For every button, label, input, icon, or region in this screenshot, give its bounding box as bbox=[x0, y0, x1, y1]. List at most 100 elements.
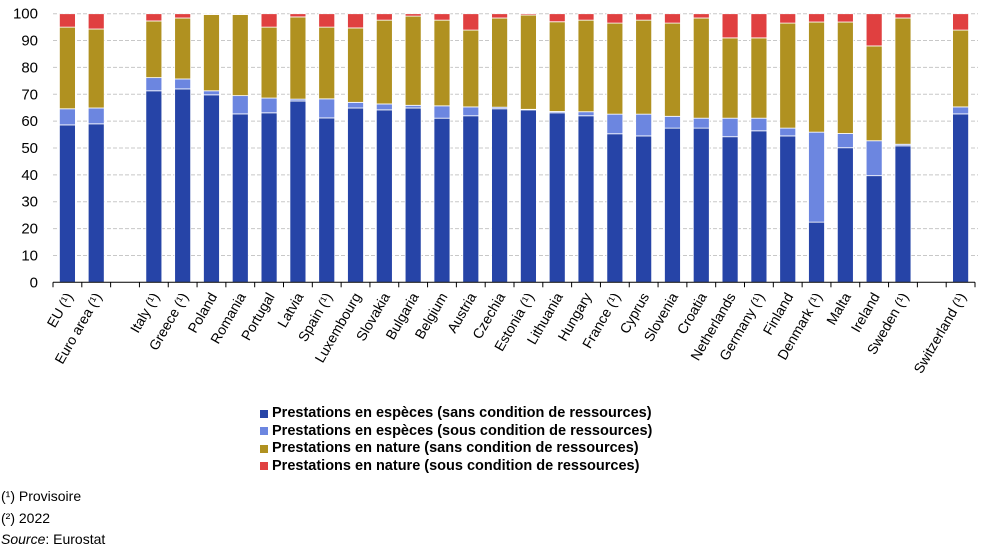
bar-segment bbox=[462, 13, 480, 31]
bar-segment bbox=[721, 136, 739, 283]
bar-segment bbox=[548, 13, 566, 23]
bar-stack bbox=[750, 13, 768, 283]
source-value: : Eurostat bbox=[45, 531, 106, 547]
bar-segment bbox=[865, 13, 883, 47]
bar-stack bbox=[779, 13, 797, 283]
bar-segment bbox=[433, 13, 451, 21]
bar-segment bbox=[635, 19, 653, 115]
bar-segment bbox=[779, 135, 797, 283]
bar-segment bbox=[59, 124, 76, 283]
bar-segment bbox=[347, 27, 364, 103]
bar-segment bbox=[203, 13, 220, 15]
bar-segment bbox=[491, 17, 508, 108]
footnote-provisional: (¹) Provisoire bbox=[1, 488, 82, 504]
bar-stack bbox=[721, 13, 739, 283]
bar-segment bbox=[404, 104, 422, 109]
bar-stack bbox=[203, 13, 220, 283]
bar-segment bbox=[664, 13, 681, 24]
bar-segment bbox=[231, 14, 249, 97]
legend-label: Prestations en nature (sans condition de… bbox=[272, 440, 639, 456]
bar-segment bbox=[606, 113, 624, 135]
bar-segment bbox=[462, 106, 480, 117]
bar-segment bbox=[808, 13, 825, 23]
bar-segment bbox=[347, 13, 364, 29]
bar-segment bbox=[692, 17, 710, 119]
bar-stack bbox=[404, 13, 422, 283]
bar-segment bbox=[375, 109, 393, 283]
bar-segment bbox=[87, 123, 105, 283]
bar-segment bbox=[635, 13, 653, 21]
legend-label: Prestations en espèces (sans condition d… bbox=[272, 405, 652, 421]
bar-segment bbox=[404, 15, 422, 106]
x-axis: EU (¹)Euro area (¹) Italy (¹)Greece (¹)Po… bbox=[43, 281, 976, 376]
bar-segment bbox=[750, 117, 768, 132]
bar-segment bbox=[260, 97, 278, 114]
bar-segment bbox=[664, 115, 681, 129]
bar-segment bbox=[577, 111, 595, 117]
bar-segment bbox=[231, 13, 249, 15]
bar-segment bbox=[203, 90, 220, 96]
bar-stack bbox=[577, 13, 595, 283]
legend-item-cash-means-tested: Prestations en espèces (sous condition d… bbox=[260, 423, 652, 441]
bar-stack bbox=[318, 13, 336, 283]
bar-stack bbox=[289, 13, 307, 283]
bar-segment bbox=[606, 13, 624, 24]
bar-segment bbox=[836, 21, 854, 134]
footnotes: (¹) Provisoire (²) 2022 Source: Eurostat bbox=[1, 486, 105, 551]
bar-stack bbox=[836, 13, 854, 283]
bar-segment bbox=[606, 133, 624, 283]
bar-segment bbox=[635, 135, 653, 283]
bar-stack bbox=[87, 13, 105, 283]
bar-segment bbox=[750, 130, 768, 283]
legend-swatch-icon bbox=[260, 444, 268, 453]
bar-segment bbox=[836, 147, 854, 283]
bar-segment bbox=[692, 117, 710, 129]
bar-segment bbox=[433, 117, 451, 283]
bar-segment bbox=[318, 26, 336, 100]
bar-segment bbox=[808, 21, 825, 133]
bar-segment bbox=[404, 107, 422, 283]
y-tick-label: 0 bbox=[30, 274, 38, 291]
legend-item-kind-means-tested: Prestations en nature (sous condition de… bbox=[260, 458, 652, 476]
legend-label: Prestations en espèces (sous condition d… bbox=[272, 422, 653, 439]
bar-segment bbox=[721, 117, 739, 138]
bar-segment bbox=[750, 37, 768, 119]
bar-stack bbox=[952, 13, 969, 283]
bar-segment bbox=[145, 77, 163, 92]
bar-segment bbox=[894, 17, 912, 145]
bar-segment bbox=[664, 127, 681, 283]
bar-stack bbox=[174, 13, 192, 283]
bar-segment bbox=[203, 94, 220, 283]
bar-segment bbox=[836, 13, 854, 23]
y-tick-label: 60 bbox=[21, 113, 38, 130]
bar-stack bbox=[808, 13, 825, 283]
bar-segment bbox=[174, 78, 192, 90]
bar-stack bbox=[375, 13, 393, 283]
bar-stack bbox=[433, 13, 451, 283]
bar-stack bbox=[664, 13, 681, 283]
bar-segment bbox=[87, 13, 105, 30]
stacked-bar-chart: 0 10 20 30 40 50 60 70 80 90 100 EU (¹)Euro area (… bbox=[13, 6, 978, 376]
bar-stack bbox=[548, 13, 566, 283]
y-tick-label: 100 bbox=[13, 6, 38, 23]
y-tick-label: 80 bbox=[21, 59, 38, 76]
bar-segment bbox=[865, 140, 883, 177]
bar-segment bbox=[59, 26, 76, 110]
bar-stack bbox=[491, 13, 508, 283]
bar-segment bbox=[577, 13, 595, 21]
legend: Prestations en espèces (sans condition d… bbox=[260, 405, 652, 475]
bar-segment bbox=[231, 113, 249, 283]
bar-segment bbox=[664, 22, 681, 117]
bar-segment bbox=[520, 13, 537, 16]
legend-item-cash-non-means-tested: Prestations en espèces (sans condition d… bbox=[260, 405, 652, 423]
bar-stack bbox=[59, 13, 76, 283]
bar-segment bbox=[692, 13, 710, 19]
bar-segment bbox=[721, 37, 739, 119]
bar-segment bbox=[203, 14, 220, 92]
y-tick-label: 10 bbox=[21, 247, 38, 264]
bar-segment bbox=[808, 221, 825, 283]
bar-segment bbox=[174, 13, 192, 19]
legend-swatch-icon bbox=[260, 427, 268, 436]
bar-stack bbox=[606, 13, 624, 283]
bar-segment bbox=[548, 112, 566, 283]
